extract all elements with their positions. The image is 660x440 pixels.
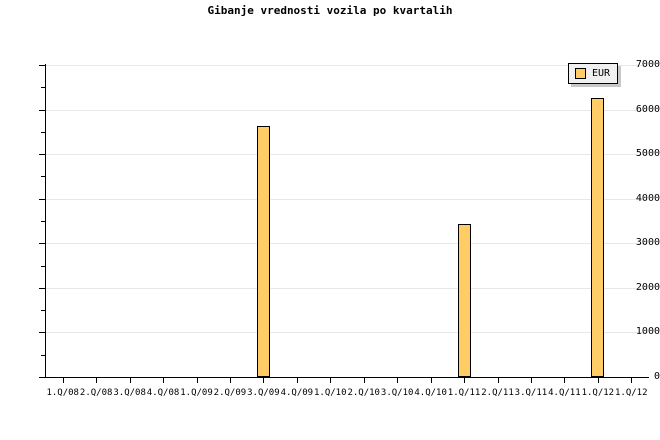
y-axis-minor-tick — [41, 265, 45, 267]
x-axis-label: 2.Q/09 — [213, 388, 247, 398]
legend-swatch-eur — [575, 68, 586, 79]
x-axis-tick — [96, 378, 97, 383]
x-axis-line — [45, 377, 649, 378]
y-axis-line — [45, 64, 46, 378]
x-axis-tick — [431, 378, 432, 383]
y-axis-tick — [39, 65, 45, 66]
x-axis-tick — [464, 378, 465, 383]
x-axis-label: 4.Q/08 — [146, 388, 180, 398]
y-axis-tick — [39, 287, 45, 289]
y-axis-label: 6000 — [635, 103, 660, 115]
y-axis-label: 4000 — [635, 192, 660, 204]
x-axis-tick — [364, 378, 365, 383]
y-axis-tick — [39, 198, 45, 200]
y-axis-minor-tick — [41, 131, 45, 133]
x-axis-tick — [263, 378, 264, 383]
y-axis-label: 2000 — [635, 281, 660, 293]
x-axis-label: 1.Q/10 — [314, 388, 347, 398]
gridline — [46, 332, 648, 334]
x-axis-label: 4.Q/10 — [414, 388, 447, 398]
x-axis-tick — [63, 378, 64, 383]
x-axis-tick — [197, 378, 198, 383]
x-axis-label: 3.Q/11 — [514, 388, 548, 398]
x-axis-label: 2.Q/11 — [481, 388, 514, 398]
chart-legend[interactable]: EUR — [568, 63, 619, 84]
chart-title: Gibanje vrednosti vozila po kvartalih — [207, 4, 453, 17]
x-axis-label: 3.Q/10 — [380, 388, 414, 398]
x-axis-label: 3.Q/09 — [247, 388, 280, 398]
y-axis-minor-tick — [41, 354, 45, 356]
x-axis-label: 1.Q/12 — [615, 388, 648, 398]
gridline — [46, 154, 648, 156]
y-axis-label: 7000 — [635, 59, 660, 70]
x-axis-label: 1.Q/11 — [447, 388, 481, 398]
x-axis-tick — [598, 378, 599, 383]
x-axis-label: 4.Q/09 — [280, 388, 314, 398]
x-axis-tick — [297, 378, 298, 383]
x-axis-tick — [163, 378, 164, 383]
y-axis-minor-tick — [41, 310, 45, 312]
y-axis-tick — [39, 154, 45, 156]
x-axis-label: 3.Q/08 — [113, 388, 146, 398]
x-axis-label: 4.Q/11 — [548, 388, 581, 398]
x-axis-tick — [130, 378, 131, 383]
x-axis-tick — [498, 378, 499, 383]
gridline — [46, 243, 648, 245]
y-axis-label: 3000 — [635, 237, 660, 249]
y-axis-minor-tick — [41, 87, 45, 89]
chart-bar[interactable] — [457, 224, 471, 377]
plot-area — [46, 65, 648, 377]
legend-label-eur: EUR — [592, 68, 611, 79]
x-axis-label: 1.Q/09 — [180, 388, 213, 398]
x-axis-tick — [230, 378, 231, 383]
y-axis-label: 1000 — [635, 326, 660, 338]
y-axis-minor-tick — [41, 176, 45, 178]
gridline — [46, 109, 648, 111]
y-axis-tick — [39, 377, 45, 378]
y-axis-label: 5000 — [635, 148, 660, 160]
x-axis-label: 2.Q/08 — [79, 388, 113, 398]
gridline — [46, 65, 648, 66]
gridline — [46, 198, 648, 200]
x-axis-label: 1.Q/12 — [581, 388, 615, 398]
y-axis-label: 0 — [653, 371, 660, 382]
x-axis-label: 1.Q/08 — [46, 388, 79, 398]
y-axis-tick — [39, 332, 45, 334]
chart-bar[interactable] — [256, 126, 270, 377]
x-axis-tick — [397, 378, 398, 383]
chart-bar[interactable] — [591, 98, 605, 377]
x-axis-label: 2.Q/10 — [347, 388, 380, 398]
y-axis-tick — [39, 243, 45, 245]
gridline — [46, 287, 648, 289]
y-axis-minor-tick — [41, 221, 45, 222]
x-axis-tick — [531, 378, 532, 383]
x-axis-tick — [631, 378, 632, 383]
x-axis-tick — [564, 378, 565, 383]
y-axis-tick — [39, 109, 45, 111]
x-axis-tick — [330, 378, 331, 383]
